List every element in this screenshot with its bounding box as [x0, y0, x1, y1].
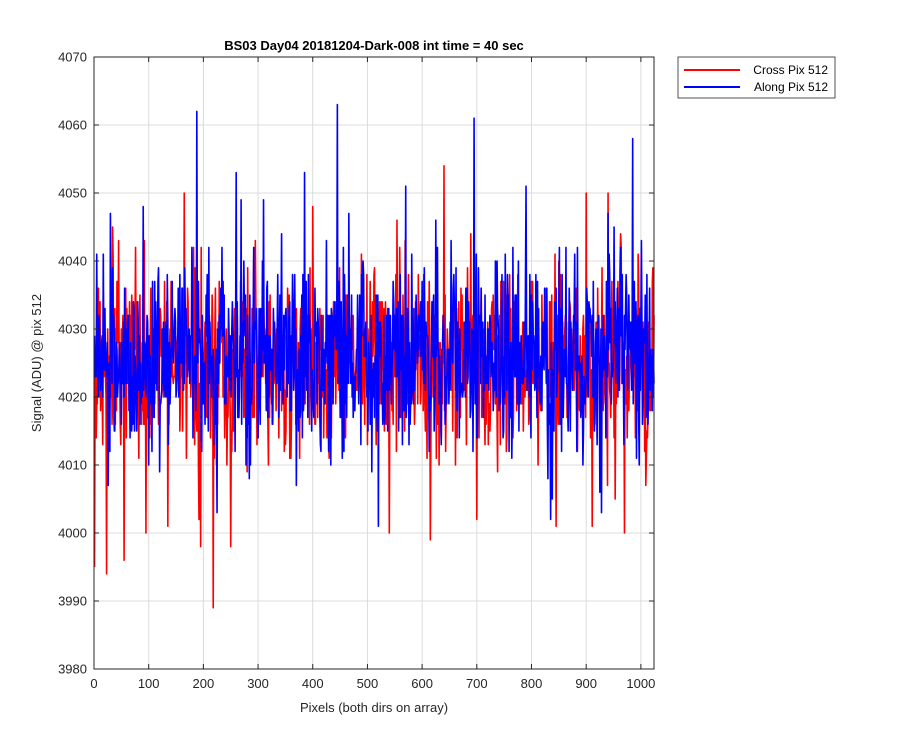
y-tick-label: 4040 [58, 254, 87, 269]
legend-box [677, 56, 836, 99]
series-line-along [93, 103, 655, 527]
axis-ticks: 0 100 200 300 400 500 600 700 800 900 1000 3980 3990… [58, 50, 655, 692]
legend-label-along: Along Pix 512 [754, 80, 828, 94]
series-layer [93, 103, 655, 609]
x-tick-label: 500 [357, 676, 379, 691]
x-tick-label: 100 [138, 676, 160, 691]
y-tick-label: 4070 [58, 50, 87, 65]
y-tick-label: 4050 [58, 186, 87, 201]
y-tick-label: 4060 [58, 118, 87, 133]
y-tick-label: 4000 [58, 526, 87, 541]
y-tick-label: 4010 [58, 458, 87, 473]
x-tick-label: 700 [466, 676, 488, 691]
y-tick-label: 3980 [58, 662, 87, 677]
x-tick-label: 0 [90, 676, 97, 691]
plot-frame [93, 56, 655, 670]
chart-title: BS03 Day04 20181204-Dark-008 int time = … [224, 38, 524, 53]
x-tick-label: 200 [193, 676, 215, 691]
x-tick-label: 800 [521, 676, 543, 691]
y-tick-label: 4030 [58, 322, 87, 337]
legend: Cross Pix 512 Along Pix 512 [677, 56, 836, 99]
legend-label-cross: Cross Pix 512 [753, 63, 828, 77]
x-tick-label: 1000 [626, 676, 655, 691]
x-tick-label: 400 [302, 676, 324, 691]
x-tick-label: 600 [411, 676, 433, 691]
x-tick-label: 300 [247, 676, 269, 691]
y-tick-label: 3990 [58, 594, 87, 609]
x-axis-label: Pixels (both dirs on array) [300, 700, 448, 715]
y-tick-label: 4020 [58, 390, 87, 405]
x-tick-label: 900 [575, 676, 597, 691]
y-axis-label: Signal (ADU) @ pix 512 [29, 294, 44, 432]
